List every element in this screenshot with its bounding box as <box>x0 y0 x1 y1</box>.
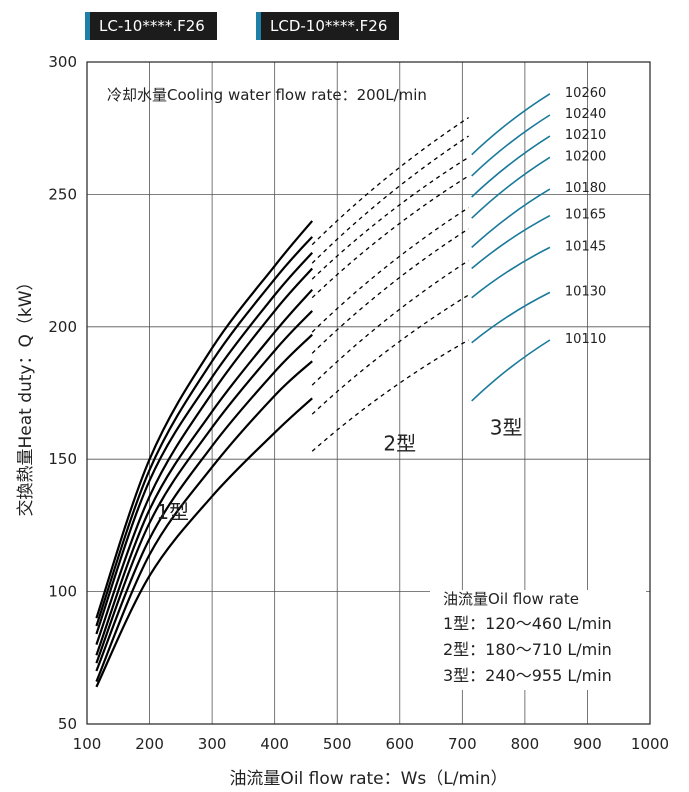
series-line-type2 <box>311 207 469 333</box>
y-tick-label: 100 <box>48 583 77 601</box>
y-tick-label: 300 <box>48 53 77 71</box>
series-label: 10180 <box>565 181 606 196</box>
y-tick-label: 200 <box>48 318 77 336</box>
cooling-water-annotation: 冷却水量Cooling water flow rate：200L/min <box>107 86 427 104</box>
series-line-type1 <box>95 397 313 688</box>
series-label: 10260 <box>565 86 606 101</box>
x-tick-label: 1000 <box>631 735 669 753</box>
series-line-type2 <box>311 175 469 299</box>
series-line-type2 <box>311 156 469 280</box>
model-tag-lc: LC-10****.F26 <box>85 12 217 40</box>
zone-label: 1型 <box>156 500 189 524</box>
y-tick-label: 250 <box>48 185 77 203</box>
series-line-type1 <box>95 360 313 683</box>
x-tick-label: 200 <box>135 735 164 753</box>
y-tick-label: 50 <box>58 715 77 733</box>
series-line-type3 <box>471 93 551 156</box>
x-tick-label: 300 <box>198 735 227 753</box>
series-line-type2 <box>311 117 469 246</box>
x-tick-label: 600 <box>385 735 414 753</box>
x-tick-label: 100 <box>73 735 102 753</box>
series-line-type3 <box>471 246 551 299</box>
x-tick-label: 800 <box>511 735 540 753</box>
model-tag-lcd: LCD-10****.F26 <box>256 12 400 40</box>
series-line-type2 <box>311 260 469 386</box>
series-line-type2 <box>311 135 469 264</box>
x-tick-label: 900 <box>573 735 602 753</box>
x-axis-label: 油流量Oil flow rate：Ws（L/min） <box>229 769 507 789</box>
series-label: 10130 <box>565 284 606 299</box>
series-label: 10145 <box>565 239 606 254</box>
series-line-type1 <box>95 288 314 656</box>
series-label: 10200 <box>565 149 606 164</box>
series-line-type3 <box>471 291 551 344</box>
plot-frame <box>86 61 651 725</box>
x-tick-label: 400 <box>260 735 289 753</box>
series-line-type1 <box>95 310 313 664</box>
legend-title: 油流量Oil flow rate <box>443 590 579 608</box>
x-tick-label: 500 <box>323 735 352 753</box>
series-line-type1 <box>95 267 314 645</box>
series-label: 10210 <box>565 128 606 143</box>
y-axis-label: 交換熱量Heat duty：Q（kW） <box>16 273 36 516</box>
series-line-type1 <box>95 333 313 672</box>
series-line-type3 <box>471 135 551 198</box>
series-line-type2 <box>311 339 469 452</box>
series-label: 10165 <box>565 208 606 223</box>
series-line-type1 <box>95 251 314 635</box>
series-line-type3 <box>471 339 551 402</box>
series-line-type3 <box>471 114 551 177</box>
x-tick-label: 700 <box>448 735 477 753</box>
series-line-type3 <box>471 156 551 219</box>
series-line-type2 <box>311 228 469 354</box>
zone-label: 2型 <box>383 431 416 455</box>
zone-label: 3型 <box>490 415 523 439</box>
series-line-type3 <box>471 188 551 248</box>
y-tick-label: 150 <box>48 450 77 468</box>
series-label: 10240 <box>565 107 606 122</box>
series-label: 10110 <box>565 332 606 347</box>
legend-line: 3型：240～955 L/min <box>443 666 612 685</box>
legend-line: 2型：180～710 L/min <box>443 640 612 659</box>
series-line-type1 <box>95 236 314 627</box>
series-line-type2 <box>311 294 469 415</box>
series-line-type3 <box>471 214 551 270</box>
series-line-type1 <box>95 220 314 619</box>
legend-box <box>430 590 646 690</box>
legend-line: 1型：120～460 L/min <box>443 614 612 633</box>
